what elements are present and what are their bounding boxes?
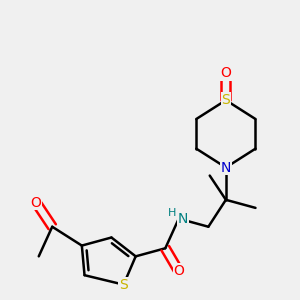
Text: O: O [220,66,231,80]
Text: S: S [119,278,128,292]
Text: H: H [168,208,177,218]
Text: O: O [173,264,184,278]
Text: N: N [178,212,188,226]
Text: O: O [31,196,41,209]
Text: S: S [221,93,230,107]
Text: N: N [221,160,231,175]
